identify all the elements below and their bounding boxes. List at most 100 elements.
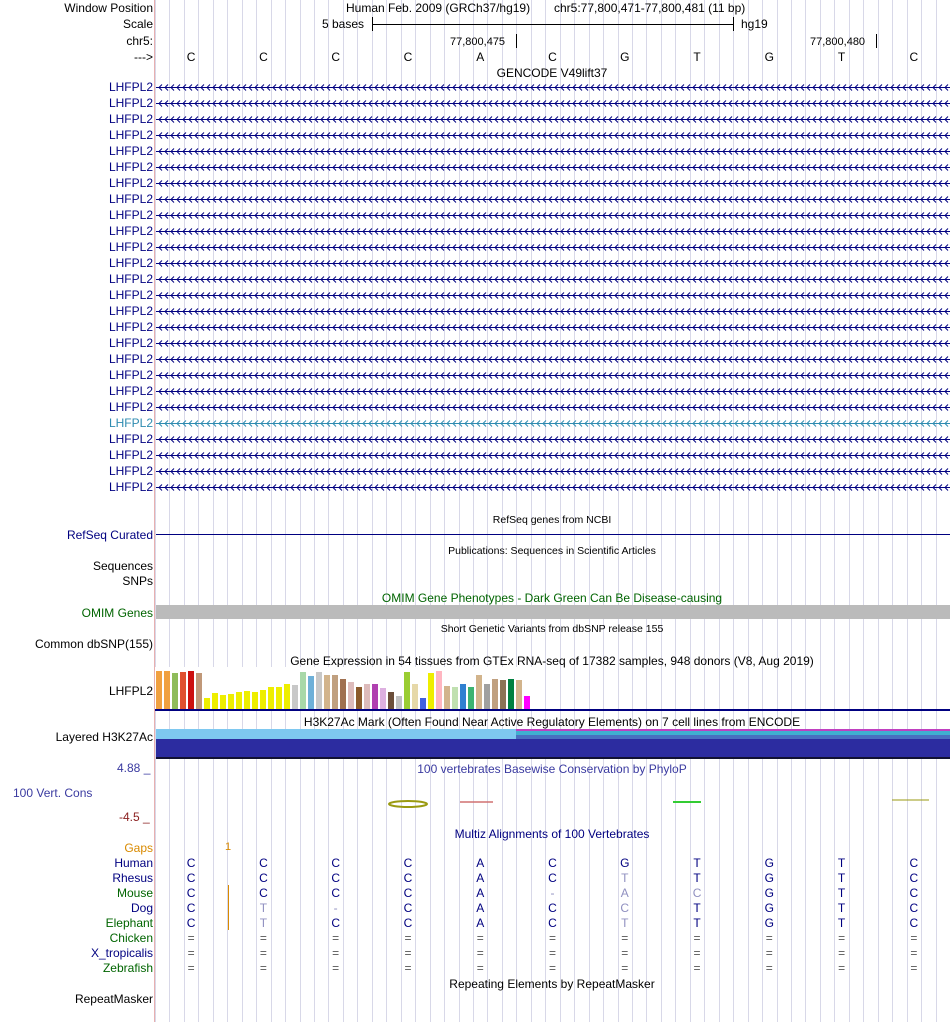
gtex-tissue-bar[interactable] [476,675,482,709]
omim-track-label[interactable]: OMIM Genes [81,606,153,620]
gencode-gene-label[interactable]: LHFPL2 [108,432,153,446]
gencode-gene-label[interactable]: LHFPL2 [108,464,153,478]
refseq-track-title[interactable]: RefSeq genes from NCBI [492,514,612,526]
gtex-tissue-bar[interactable] [180,672,186,709]
gencode-gene-line[interactable] [156,484,950,491]
gencode-gene-label[interactable]: LHFPL2 [108,448,153,462]
gtex-tissue-bar[interactable] [244,691,250,709]
gtex-tissue-bar[interactable] [372,684,378,709]
multiz-species-label[interactable]: Chicken [109,931,153,945]
multiz-species-label[interactable]: X_tropicalis [90,946,153,960]
gtex-tissue-bar[interactable] [444,686,450,709]
gtex-tissue-bar[interactable] [292,685,298,709]
gencode-gene-line[interactable] [156,436,950,443]
gencode-gene-line[interactable] [156,100,950,107]
gtex-tissue-bar[interactable] [276,687,282,709]
gtex-tissue-bar[interactable] [308,676,314,709]
gencode-gene-line[interactable] [156,292,950,299]
gtex-tissue-bar[interactable] [516,680,522,709]
gencode-gene-line[interactable] [156,180,950,187]
gencode-gene-line[interactable] [156,420,950,427]
gencode-gene-label[interactable]: LHFPL2 [108,96,153,110]
omim-track-title[interactable]: OMIM Gene Phenotypes - Dark Green Can Be… [381,591,723,605]
gtex-tissue-bar[interactable] [436,671,442,709]
repeatmasker-track-title[interactable]: Repeating Elements by RepeatMasker [449,977,655,991]
gtex-tissue-bar[interactable] [492,679,498,709]
gencode-gene-line[interactable] [156,308,950,315]
gencode-gene-label[interactable]: LHFPL2 [108,416,153,430]
gencode-gene-label[interactable]: LHFPL2 [108,368,153,382]
gtex-tissue-bar[interactable] [172,673,178,709]
snps-track-label[interactable]: SNPs [122,574,153,588]
gtex-track-title[interactable]: Gene Expression in 54 tissues from GTEx … [290,654,814,668]
gencode-gene-label[interactable]: LHFPL2 [108,304,153,318]
h3k27ac-track-label[interactable]: Layered H3K27Ac [55,730,153,744]
gencode-gene-line[interactable] [156,372,950,379]
multiz-species-label[interactable]: Human [114,856,153,870]
repeatmasker-track-label[interactable]: RepeatMasker [74,992,153,1006]
gtex-tissue-bar[interactable] [356,687,362,709]
gtex-tissue-bar[interactable] [524,696,530,709]
gtex-tissue-bar[interactable] [260,690,266,709]
gtex-tissue-bar[interactable] [396,696,402,709]
gtex-tissue-bar[interactable] [316,672,322,709]
multiz-species-label[interactable]: Elephant [105,916,153,930]
gencode-gene-label[interactable]: LHFPL2 [108,256,153,270]
gtex-tissue-bar[interactable] [404,672,410,709]
gtex-tissue-bar[interactable] [268,687,274,709]
gencode-gene-line[interactable] [156,324,950,331]
dbsnp-track-title[interactable]: Short Genetic Variants from dbSNP releas… [440,623,664,635]
gtex-tissue-bar[interactable] [332,675,338,709]
gtex-tissue-bar[interactable] [484,684,490,709]
gencode-gene-label[interactable]: LHFPL2 [108,128,153,142]
gencode-gene-line[interactable] [156,468,950,475]
gtex-tissue-bar[interactable] [284,684,290,709]
gencode-gene-label[interactable]: LHFPL2 [108,400,153,414]
phylop-track-label[interactable]: 100 Vert. Cons [13,786,93,800]
gencode-gene-label[interactable]: LHFPL2 [108,288,153,302]
gtex-tissue-bar[interactable] [364,684,370,709]
gencode-gene-label[interactable]: LHFPL2 [108,112,153,126]
gencode-gene-label[interactable]: LHFPL2 [108,240,153,254]
gtex-tissue-bar[interactable] [188,671,194,709]
gencode-gene-lines[interactable] [155,80,950,512]
gencode-gene-label[interactable]: LHFPL2 [108,336,153,350]
publications-track-label[interactable]: Sequences [92,559,153,573]
gencode-gene-label[interactable]: LHFPL2 [108,320,153,334]
multiz-species-label[interactable]: Rhesus [112,871,153,885]
gtex-tissue-bar[interactable] [220,695,226,709]
gtex-tissue-bar[interactable] [500,680,506,709]
gtex-tissue-bar[interactable] [388,692,394,709]
phylop-signal[interactable] [155,790,950,820]
gencode-gene-label[interactable]: LHFPL2 [108,224,153,238]
gtex-tissue-bar[interactable] [460,684,466,709]
gencode-gene-line[interactable] [156,164,950,171]
h3k27ac-track-title[interactable]: H3K27Ac Mark (Often Found Near Active Re… [303,715,801,729]
gencode-gene-line[interactable] [156,244,950,251]
multiz-species-label[interactable]: Mouse [116,886,153,900]
gencode-gene-label[interactable]: LHFPL2 [108,272,153,286]
omim-gene-bar[interactable] [156,605,950,619]
gtex-expression-chart[interactable] [155,667,950,712]
gencode-gene-line[interactable] [156,260,950,267]
gencode-gene-line[interactable] [156,132,950,139]
gtex-tissue-bar[interactable] [204,698,210,709]
gtex-tissue-bar[interactable] [428,673,434,709]
gtex-tissue-bar[interactable] [324,675,330,709]
gencode-gene-label[interactable]: LHFPL2 [108,176,153,190]
publications-track-title[interactable]: Publications: Sequences in Scientific Ar… [448,545,656,557]
refseq-gene-line[interactable] [156,534,950,535]
gtex-tissue-bar[interactable] [212,693,218,709]
gencode-gene-line[interactable] [156,84,950,91]
gencode-gene-label[interactable]: LHFPL2 [108,480,153,494]
gtex-tissue-bar[interactable] [380,688,386,709]
gencode-gene-line[interactable] [156,228,950,235]
gencode-gene-line[interactable] [156,452,950,459]
gencode-gene-label[interactable]: LHFPL2 [108,208,153,222]
gtex-tissue-bar[interactable] [156,671,162,709]
gtex-tissue-bar[interactable] [508,679,514,709]
gtex-tissue-bar[interactable] [252,692,258,709]
gencode-track-title[interactable]: GENCODE V49lift37 [496,66,608,80]
gtex-tissue-bar[interactable] [164,671,170,709]
gencode-gene-line[interactable] [156,212,950,219]
